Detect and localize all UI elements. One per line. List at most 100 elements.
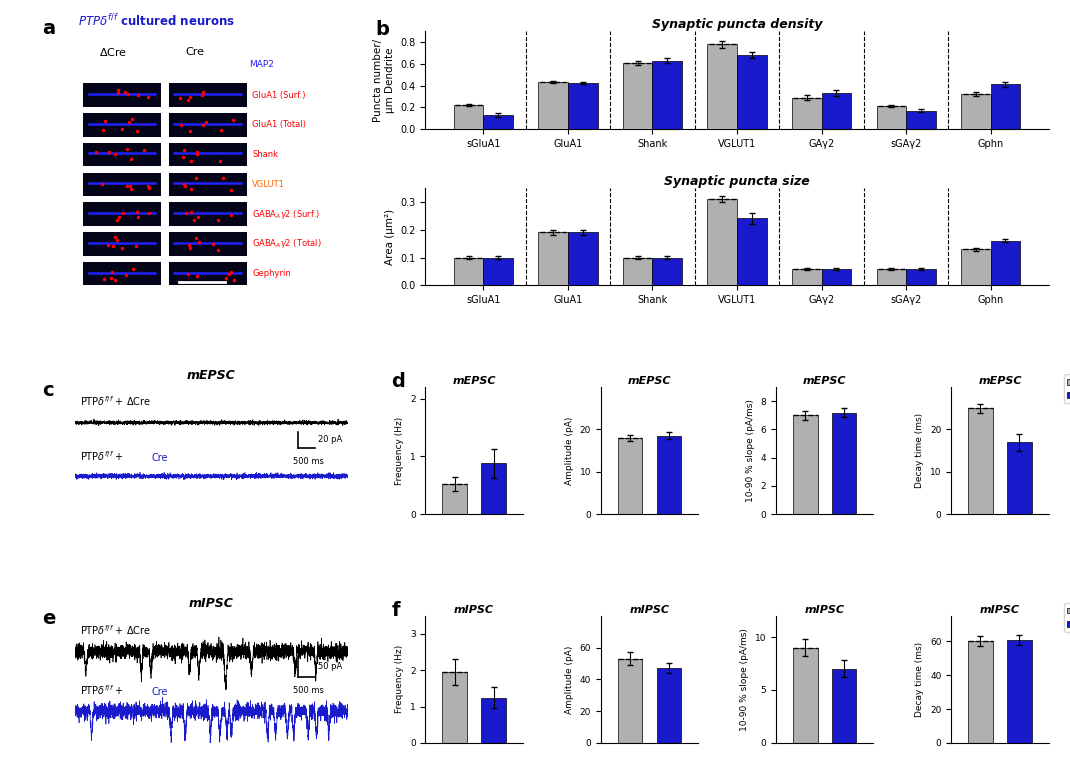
Title: mEPSC: mEPSC [802,376,846,386]
Bar [623,63,653,129]
Text: 50 pA: 50 pA [318,662,341,671]
Bar [793,647,817,743]
Bar [991,84,1021,129]
Bar [792,269,822,285]
Bar [169,262,247,285]
Bar [1007,442,1031,515]
Title: mEPSC: mEPSC [187,369,235,382]
Text: GABA$_{A}$$\gamma$2 (Surf.): GABA$_{A}$$\gamma$2 (Surf.) [253,208,321,221]
Bar [169,203,247,226]
Text: PTP$\delta^{f/f}$ + $\Delta$Cre: PTP$\delta^{f/f}$ + $\Delta$Cre [80,394,152,408]
Bar [1007,640,1031,743]
Bar [876,106,906,129]
Y-axis label: Decay time (ms): Decay time (ms) [916,642,924,717]
Y-axis label: Frequency (Hz): Frequency (Hz) [396,417,404,485]
Bar [906,110,936,129]
Bar [657,669,682,743]
Text: MAP2: MAP2 [249,59,274,69]
Text: PTP$\delta^{f/f}$ + $\Delta$Cre: PTP$\delta^{f/f}$ + $\Delta$Cre [80,623,152,637]
Bar [792,98,822,129]
Text: Shank: Shank [253,150,278,159]
Text: Gephyrin: Gephyrin [253,269,291,278]
Text: a: a [42,19,56,38]
Bar [617,658,642,743]
Bar [793,415,817,515]
Bar [484,115,513,129]
Text: PTP$\delta^{f/f}$ +: PTP$\delta^{f/f}$ + [80,683,125,697]
Text: GluA1 (Total): GluA1 (Total) [253,120,306,129]
Title: mIPSC: mIPSC [980,605,1020,615]
Bar [653,60,682,129]
Text: c: c [42,381,54,400]
Bar [169,143,247,167]
Bar [538,232,568,285]
Bar [484,257,513,285]
Bar [968,408,993,515]
Text: 500 ms: 500 ms [293,686,324,694]
Text: Cre: Cre [151,453,168,463]
Text: e: e [42,609,56,629]
Bar [568,84,597,129]
Title: Synaptic puncta size: Synaptic puncta size [664,174,810,188]
Bar [83,262,160,285]
Text: GluA1 (Surf.): GluA1 (Surf.) [253,91,306,99]
Y-axis label: Amplitude (pA): Amplitude (pA) [565,645,574,713]
Bar [906,269,936,285]
Bar [169,113,247,137]
Title: mEPSC: mEPSC [628,376,671,386]
Bar [737,56,766,129]
Text: 20 pA: 20 pA [318,436,341,444]
Bar [454,105,484,129]
Bar [83,84,160,107]
Title: Synaptic puncta density: Synaptic puncta density [652,18,822,31]
Y-axis label: Amplitude (pA): Amplitude (pA) [565,417,574,485]
Text: f: f [392,601,400,619]
Text: VGLUT1: VGLUT1 [253,180,285,189]
Text: PTP$\delta^{f/f}$ +: PTP$\delta^{f/f}$ + [80,449,125,463]
Bar [169,84,247,107]
Bar [454,257,484,285]
Bar [482,463,506,515]
Y-axis label: 10-90 % slope (pA/ms): 10-90 % slope (pA/ms) [740,628,749,731]
Bar [169,173,247,196]
Y-axis label: Decay time (ms): Decay time (ms) [916,413,924,488]
Y-axis label: Puncta number/
μm Dendrite: Puncta number/ μm Dendrite [373,38,395,122]
Bar [568,232,597,285]
Text: b: b [376,20,389,38]
Bar [961,95,991,129]
Legend: PTPδf/f + ΔCre, PTPδf/f + Cre: PTPδf/f + ΔCre, PTPδf/f + Cre [1064,375,1070,404]
Bar [442,672,467,743]
Bar [831,413,856,515]
Bar [653,257,682,285]
Bar [83,232,160,256]
Bar [657,436,682,515]
Bar [442,484,467,515]
Text: GABA$_{A}$$\gamma$2 (Total): GABA$_{A}$$\gamma$2 (Total) [253,238,322,250]
Bar [482,698,506,743]
Y-axis label: Frequency (Hz): Frequency (Hz) [396,645,404,713]
Text: Cre: Cre [185,47,204,56]
Bar [961,249,991,285]
Bar [538,82,568,129]
Bar [707,45,737,129]
Text: Cre: Cre [151,687,168,697]
Text: $\Delta$Cre: $\Delta$Cre [98,45,127,58]
Bar [83,143,160,167]
Bar [617,438,642,515]
Bar [83,113,160,137]
Title: mIPSC: mIPSC [454,605,494,615]
Text: 500 ms: 500 ms [293,457,324,466]
Title: mEPSC: mEPSC [978,376,1022,386]
Bar [83,203,160,226]
Bar [83,173,160,196]
Title: mIPSC: mIPSC [805,605,844,615]
Bar [822,93,851,129]
Title: mEPSC: mEPSC [453,376,495,386]
Title: mIPSC: mIPSC [629,605,670,615]
Bar [991,241,1021,285]
Text: $\it{PTP\delta^{f/f}}$ cultured neurons: $\it{PTP\delta^{f/f}}$ cultured neurons [78,13,235,29]
Text: d: d [392,371,406,391]
Bar [822,269,851,285]
Bar [968,641,993,743]
Legend: PTPδf/f + ΔCre, PTPδf/f + Cre: PTPδf/f + ΔCre, PTPδf/f + Cre [1064,603,1070,632]
